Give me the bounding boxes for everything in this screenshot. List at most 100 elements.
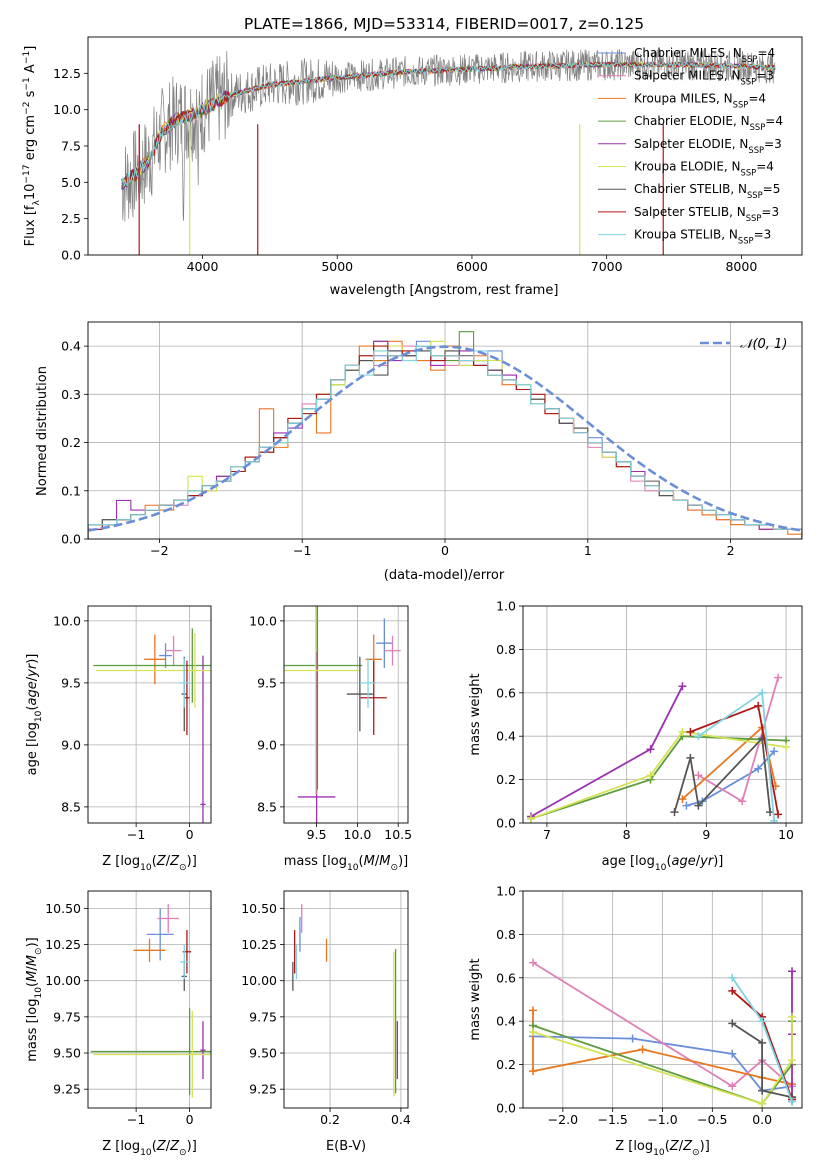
- x-tick-label: 0.2: [320, 1112, 340, 1127]
- mass-weight-marker: [754, 701, 763, 710]
- mass-weight-marker: [770, 747, 779, 756]
- mass-weight-marker: [646, 745, 655, 754]
- legend-label: Salpeter STELIB, NSSP=3: [634, 205, 779, 223]
- age_vs_Z-panel: −1 0 8.5 9.0 9.5 10.0 Z [log10(Z/Z⊙)] age [log1…: [25, 605, 212, 873]
- x-axis-label: (data-model)/error: [384, 568, 505, 583]
- axes-frame: [87, 605, 212, 824]
- massweight_vs_Z-panel: −2.0 −1.5 −1.0 −0.5 0.0 0.0 0.2 0.4 0.6 0.8 1.0 Z […: [468, 884, 803, 1158]
- mass-weight-line: [532, 1016, 793, 1105]
- x-tick-label: 8000: [725, 259, 757, 274]
- x-tick-label: −0.5: [697, 1112, 727, 1127]
- y-tick-label: 10.0: [249, 613, 277, 628]
- mass-weight-marker: [694, 801, 703, 810]
- axes-frame: [522, 890, 803, 1109]
- axes-frame: [87, 321, 803, 540]
- y-tick-label: 10.00: [241, 973, 277, 988]
- plot-area: [121, 49, 776, 255]
- x-tick-label: −1: [127, 827, 145, 842]
- legend-label: Chabrier MILES, NSSP=4: [634, 46, 775, 64]
- mass-weight-marker: [758, 1038, 767, 1047]
- axes-frame: [87, 890, 212, 1109]
- mass-weight-marker: [782, 743, 791, 752]
- mass-weight-marker: [758, 1086, 767, 1095]
- y-tick-label: 0.8: [496, 642, 516, 657]
- mass-weight-marker: [728, 1082, 737, 1091]
- x-axis-label: Z [log10(Z/Z⊙)]: [102, 854, 197, 873]
- y-tick-label: 9.0: [257, 737, 277, 752]
- y-tick-label: 0.0: [496, 816, 516, 831]
- y-tick-label: 0.2: [496, 772, 516, 787]
- y-tick-label: 9.0: [61, 737, 81, 752]
- x-tick-label: −1: [127, 1112, 145, 1127]
- mass-weight-line: [530, 735, 787, 820]
- x-tick-label: 2: [727, 543, 735, 558]
- mass-weight-marker: [678, 727, 687, 736]
- y-tick-label: 9.75: [249, 1009, 277, 1024]
- plot-area: [90, 904, 211, 1098]
- x-tick-label: −1.0: [647, 1112, 677, 1127]
- x-tick-label: 0.4: [391, 1112, 411, 1127]
- mass-weight-marker: [682, 801, 691, 810]
- y-tick-label: 9.50: [53, 1046, 81, 1061]
- y-tick-label: 0.0: [61, 532, 81, 547]
- mass-weight-marker: [686, 753, 695, 762]
- axes-frame: [87, 36, 803, 256]
- y-tick-label: 0.4: [496, 729, 516, 744]
- plot-area: [528, 958, 797, 1108]
- mass-weight-marker: [788, 1056, 797, 1065]
- age_vs_mass-panel: 9.5 10.0 10.5 8.5 9.0 9.5 10.0 mass [log10(M/M⊙…: [249, 605, 412, 873]
- legend-label: Chabrier STELIB, NSSP=5: [634, 182, 780, 200]
- x-axis-label: Z [log10(Z/Z⊙)]: [102, 1139, 197, 1158]
- mass-weight-line: [673, 736, 771, 813]
- y-tick-label: 9.5: [257, 675, 277, 690]
- mass-weight-marker: [788, 1012, 797, 1021]
- x-axis-label: E(B-V): [326, 1139, 366, 1154]
- plot-area: [93, 628, 211, 823]
- axes-frame: [283, 605, 409, 824]
- massweight_vs_age-panel: 7 8 9 10 0.0 0.2 0.4 0.6 0.8 1.0 age [log10(age/yr…: [468, 599, 803, 873]
- mass-weight-marker: [694, 732, 703, 741]
- y-tick-label: 0.0: [496, 1101, 516, 1116]
- legend-label: Salpeter ELODIE, NSSP=3: [634, 137, 782, 155]
- mass-weight-marker: [528, 958, 537, 967]
- y-tick-label: 9.5: [61, 675, 81, 690]
- mass-weight-marker: [528, 1006, 537, 1015]
- mass-weight-marker: [686, 727, 695, 736]
- y-tick-label: 9.25: [53, 1082, 81, 1097]
- mass-weight-marker: [788, 1097, 797, 1106]
- y-tick-label: 0.1: [61, 483, 81, 498]
- x-tick-label: 7000: [591, 259, 623, 274]
- mass-weight-marker: [754, 764, 763, 773]
- y-axis-label: mass weight: [468, 673, 483, 755]
- mass_vs_EBV-panel: 0.2 0.4 9.25 9.50 9.75 10.00 10.25 10.50 E(B-V): [241, 890, 411, 1154]
- mass-weight-marker: [528, 1028, 537, 1037]
- histogram-step: [88, 345, 802, 539]
- y-tick-label: 0.2: [61, 435, 81, 450]
- y-tick-label: 9.50: [249, 1046, 277, 1061]
- y-tick-label: 10.50: [241, 901, 277, 916]
- mass-weight-line: [686, 750, 775, 807]
- mass-weight-marker: [738, 797, 747, 806]
- mass-weight-marker: [526, 814, 535, 823]
- x-tick-label: 0: [186, 1112, 194, 1127]
- mass-weight-marker: [728, 1019, 737, 1028]
- y-tick-label: 0.0: [61, 248, 81, 263]
- mass-weight-marker: [774, 673, 783, 682]
- mass-weight-line: [697, 691, 775, 821]
- x-tick-label: 10: [778, 827, 794, 842]
- y-tick-label: 0.6: [496, 685, 516, 700]
- y-tick-label: 9.25: [249, 1082, 277, 1097]
- x-tick-label: 9: [702, 827, 710, 842]
- x-axis-label: wavelength [Angstrom, rest frame]: [330, 283, 559, 298]
- mass-weight-marker: [758, 688, 767, 697]
- y-tick-label: 1.0: [496, 599, 516, 614]
- x-tick-label: 9.5: [307, 827, 327, 842]
- x-tick-label: 10.5: [384, 827, 412, 842]
- y-tick-label: 0.4: [61, 339, 81, 354]
- axes-frame: [522, 605, 803, 824]
- mass-weight-marker: [788, 967, 797, 976]
- x-axis-label: mass [log10(M/M⊙)]: [284, 854, 408, 873]
- legend-label: Kroupa STELIB, NSSP=3: [634, 228, 771, 246]
- x-tick-label: 1: [584, 543, 592, 558]
